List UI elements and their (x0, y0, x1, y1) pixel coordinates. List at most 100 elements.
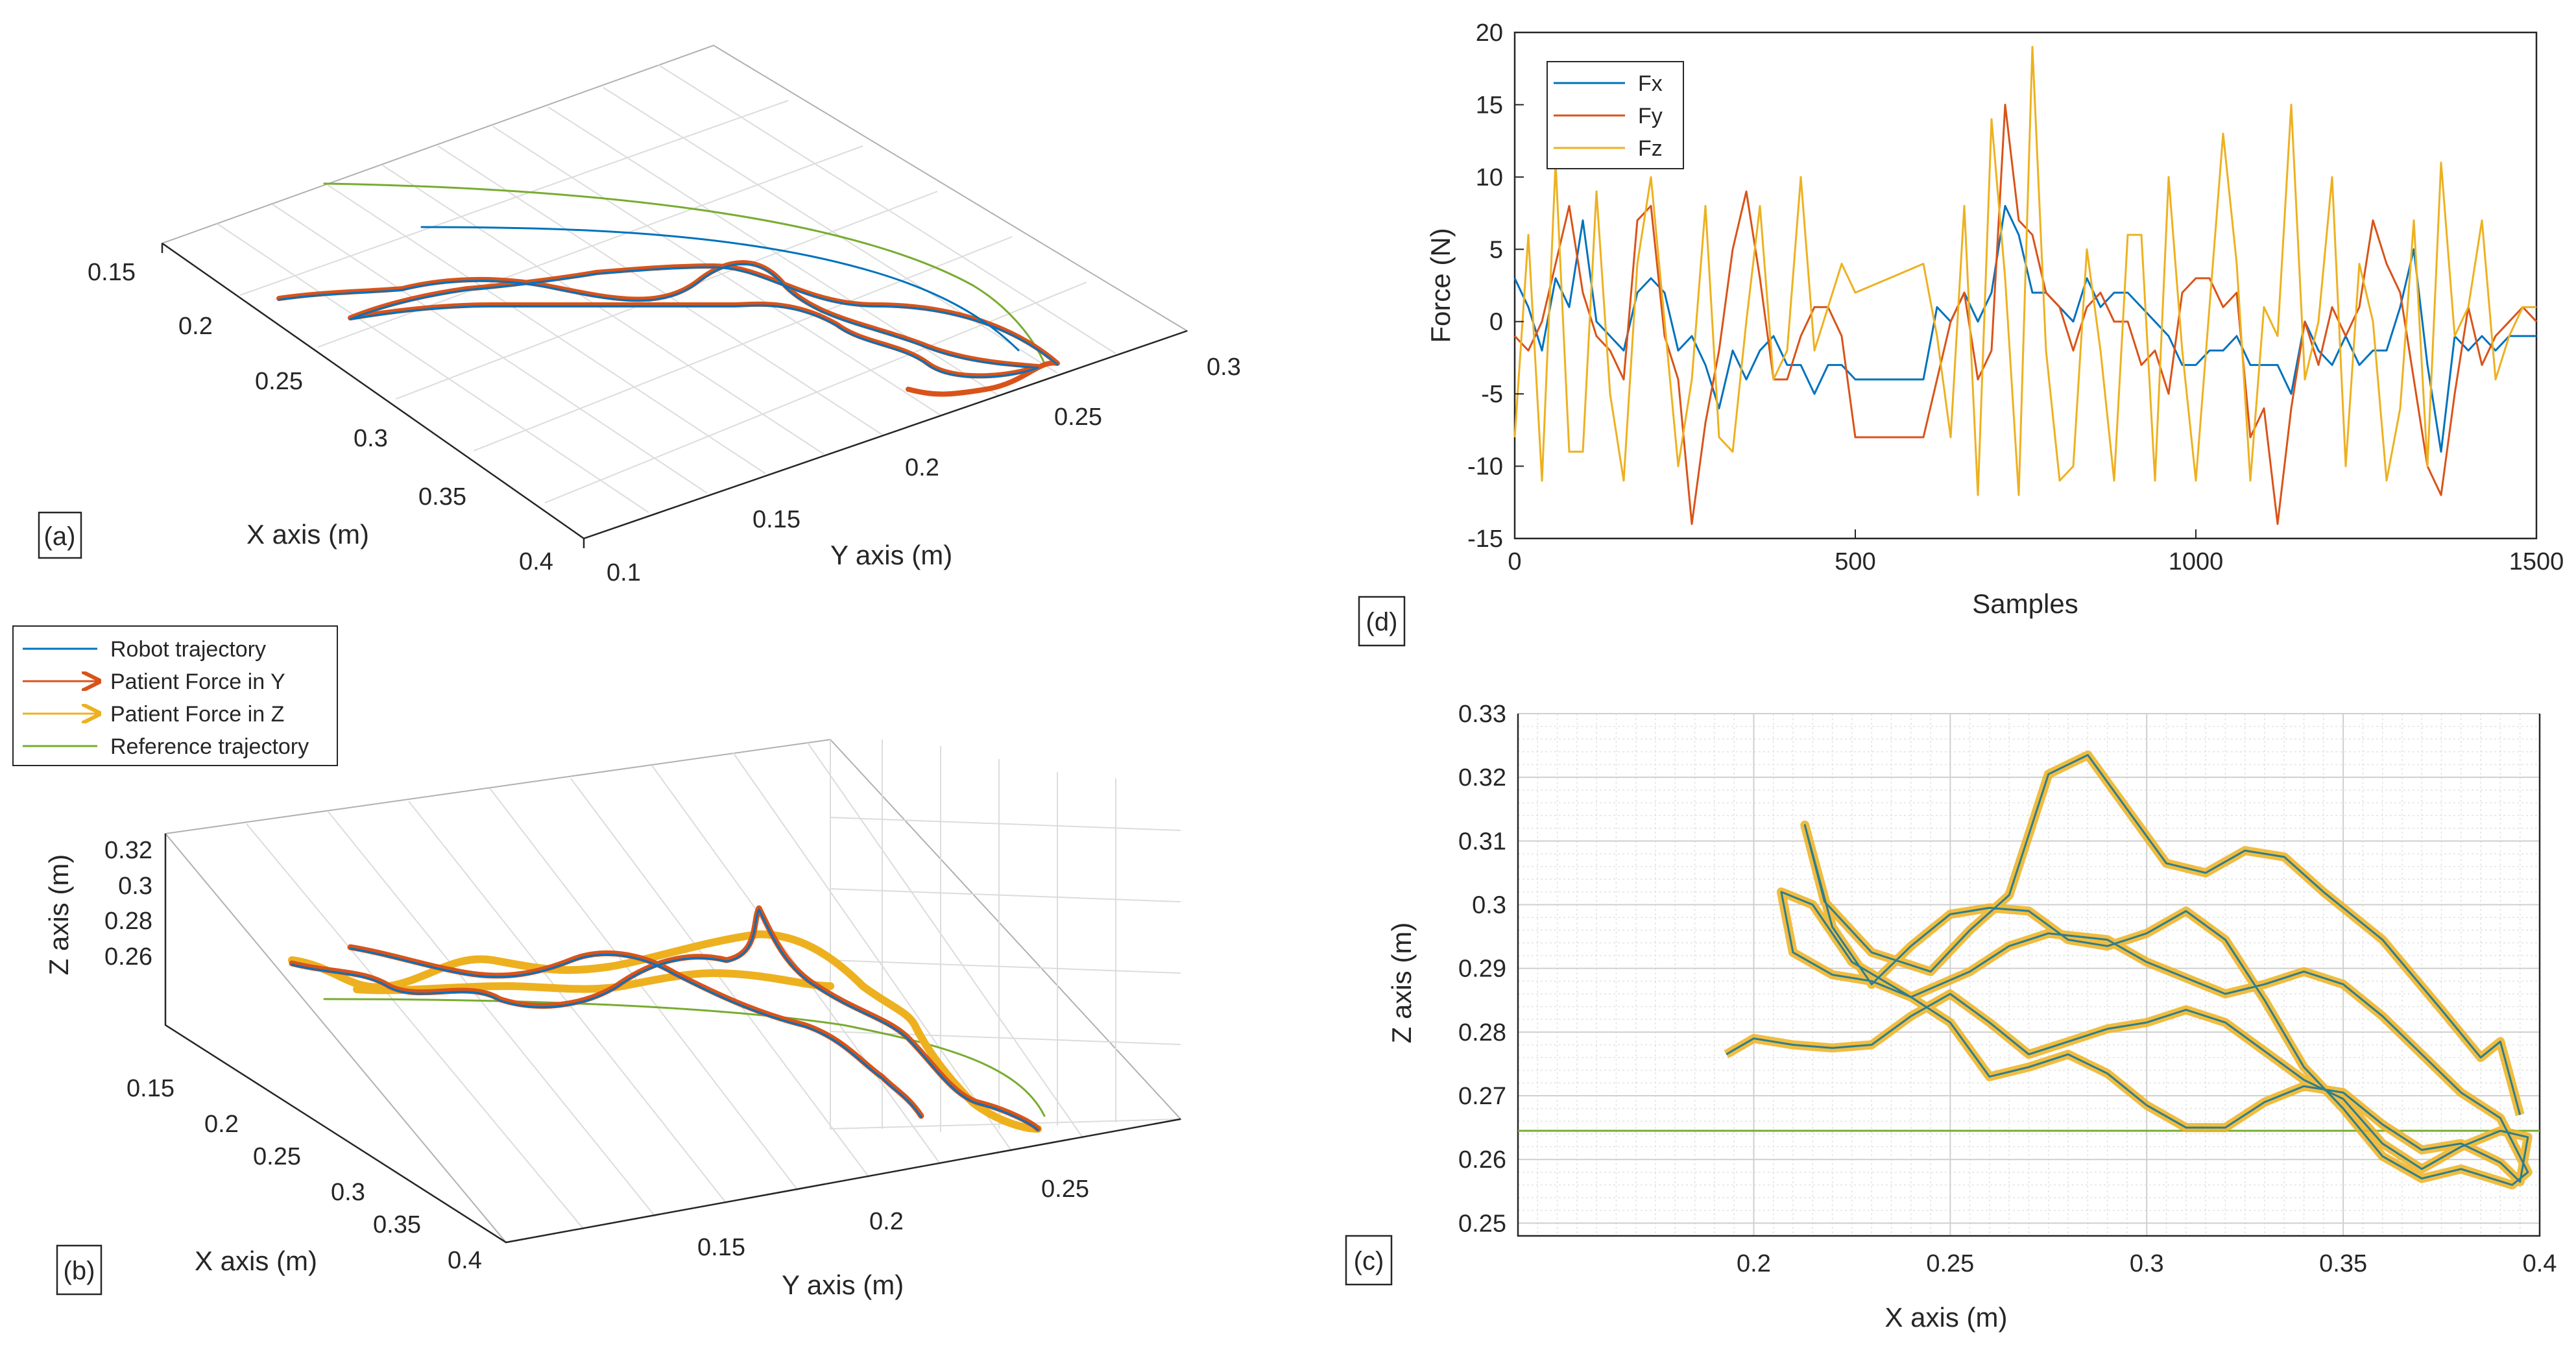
panel-c-series (1518, 750, 2540, 1190)
legend-fx-label: Fx (1638, 71, 1663, 96)
panel-d-y-tick-label: 20 (1476, 19, 1503, 47)
panel-d-y-tick-label: 10 (1476, 164, 1503, 191)
panel-a-robot-trajectory (278, 226, 1059, 378)
panel-b-z-tick-labels: 0.32 0.3 0.28 0.26 (104, 837, 152, 971)
panel-a-y-tick-labels: 0.1 0.15 0.2 0.25 0.3 (607, 354, 1241, 586)
panel-c-y-tick-label: 0.28 (1458, 1019, 1506, 1046)
panel-b-x-tick-labels: 0.15 0.2 0.25 0.3 0.35 0.4 (126, 1075, 482, 1274)
panel-a-x-tick: 0.2 (178, 313, 213, 340)
panel-d-y-tick-label: 5 (1489, 236, 1503, 263)
legend-reference-label: Reference trajectory (110, 734, 309, 759)
panel-a-y-tick: 0.3 (1207, 354, 1241, 381)
panel-c-x-tick-label: 0.25 (1926, 1250, 1974, 1277)
panel-d-series-fy (1513, 103, 2538, 525)
legend-force-z-label: Patient Force in Z (110, 702, 284, 727)
panel-a-x-tick: 0.3 (354, 425, 388, 452)
panel-d-legend: Fx Fy Fz (1547, 61, 1684, 169)
panel-c-x-tick-label: 0.35 (2319, 1250, 2367, 1277)
panel-b: 0.32 0.3 0.28 0.26 Z axis (m) 0.15 0.2 0… (12, 625, 1182, 1300)
panel-d-x-tick-label: 1500 (2509, 548, 2564, 575)
panel-b-y-tick: 0.25 (1041, 1176, 1089, 1203)
panel-c-axes (1517, 714, 2541, 1237)
panel-b-z-tick: 0.3 (118, 873, 152, 900)
panel-a-reference-trajectory (323, 182, 1046, 365)
panel-b-robot-trajectory (291, 908, 1039, 1131)
panel-c-ticks: 0.2 0.25 0.3 0.35 0.4 0.25 0.26 0.27 0.28 0.29 0.3… (1458, 701, 2557, 1277)
panel-a-x-tick: 0.4 (519, 548, 553, 575)
panel-c-y-tick-label: 0.33 (1458, 701, 1506, 728)
panel-b-x-tick: 0.15 (126, 1075, 175, 1102)
panel-d-tag: (d) (1358, 596, 1406, 647)
panel-d-y-tick-label: -10 (1467, 453, 1503, 481)
panel-d-y-tick-label: 0 (1489, 309, 1503, 336)
panel-c-y-label: Z axis (m) (1386, 923, 1417, 1044)
panel-b-y-tick: 0.15 (697, 1234, 745, 1261)
panel-a: 0.15 0.2 0.25 0.3 0.35 0.4 0.1 0.15 0.2 … (38, 44, 1241, 586)
panel-c-x-tick-label: 0.3 (2130, 1250, 2164, 1277)
panel-c-y-tick-label: 0.25 (1458, 1210, 1506, 1237)
panel-b-y-label: Y axis (m) (782, 1270, 904, 1300)
panel-b-tag-label: (b) (64, 1257, 95, 1285)
panel-b-x-label: X axis (m) (195, 1246, 317, 1276)
panel-d-x-tick-label: 1000 (2169, 548, 2224, 575)
panel-a-y-tick: 0.2 (905, 454, 939, 481)
panel-b-grid (164, 738, 1182, 1244)
panel-a-force-y (276, 260, 1060, 397)
panel-a-axes (161, 242, 1188, 548)
panel-d-series (1513, 45, 2538, 525)
panel-c-y-tick-label: 0.31 (1458, 828, 1506, 855)
panel-d-x-label: Samples (1972, 588, 2078, 619)
panel-a-tag: (a) (38, 511, 82, 559)
panel-b-z-tick: 0.28 (104, 908, 152, 935)
panel-a-x-label: X axis (m) (247, 519, 369, 549)
panel-b-z-tick: 0.32 (104, 837, 152, 864)
panel-d-y-tick-label: -15 (1467, 525, 1503, 553)
panel-c-y-tick-label: 0.26 (1458, 1146, 1506, 1174)
panel-b-legend: Robot trajectory Patient Force in Y Pati… (12, 625, 338, 766)
panel-c-plot-area (1517, 713, 2541, 1237)
panel-c-x-tick-label: 0.2 (1737, 1250, 1771, 1277)
legend-robot-label: Robot trajectory (110, 637, 266, 662)
panel-b-axes (164, 834, 1181, 1244)
panel-d-tag-label: (d) (1366, 608, 1398, 636)
panel-a-x-tick: 0.15 (88, 259, 136, 286)
panel-b-x-tick: 0.4 (448, 1247, 482, 1274)
panel-b-x-tick: 0.25 (253, 1143, 301, 1170)
panel-d: 0 500 1000 1500 -15 -10 -5 0 5 10 15 20 Samples For… (1358, 19, 2564, 647)
panel-a-tag-label: (a) (44, 522, 76, 551)
panel-c-y-tick-label: 0.3 (1472, 892, 1506, 919)
panel-b-z-label: Z axis (m) (43, 854, 74, 976)
panel-b-reference-trajectory (323, 998, 1046, 1117)
panel-c-y-tick-label: 0.29 (1458, 956, 1506, 983)
panel-c-y-tick-label: 0.32 (1458, 764, 1506, 791)
panel-c-tag-label: (c) (1354, 1247, 1384, 1275)
panel-b-x-tick: 0.2 (204, 1111, 239, 1138)
panel-b-z-tick: 0.26 (104, 943, 152, 971)
panel-a-y-tick: 0.25 (1054, 404, 1102, 431)
panel-d-x-tick-label: 500 (1835, 548, 1875, 575)
legend-fz-label: Fz (1638, 136, 1663, 161)
panel-b-x-tick: 0.35 (373, 1211, 421, 1238)
panel-c-tag: (c) (1345, 1235, 1393, 1286)
panel-d-y-tick-label: 15 (1476, 91, 1503, 119)
legend-fy-label: Fy (1638, 104, 1663, 128)
panel-a-y-tick: 0.15 (752, 506, 800, 533)
panel-c-x-label: X axis (m) (1885, 1302, 2008, 1333)
legend-force-y-label: Patient Force in Y (110, 670, 285, 694)
panel-b-y-tick: 0.2 (869, 1208, 904, 1235)
panel-b-y-tick-labels: 0.15 0.2 0.25 (697, 1176, 1089, 1261)
panel-d-ticks: 0 500 1000 1500 -15 -10 -5 0 5 10 15 20 (1467, 19, 2564, 575)
panel-d-series-fz (1513, 45, 2536, 496)
panel-b-force-y (289, 905, 1041, 1132)
panel-b-x-tick: 0.3 (331, 1179, 365, 1206)
panel-c: 0.2 0.25 0.3 0.35 0.4 0.25 0.26 0.27 0.28 0.29 0.3… (1345, 701, 2557, 1333)
panel-a-traces (276, 182, 1060, 397)
panel-c-x-tick-label: 0.4 (2523, 1250, 2557, 1277)
panel-a-y-label: Y axis (m) (830, 540, 952, 570)
panel-c-y-tick-label: 0.27 (1458, 1083, 1506, 1110)
panel-d-y-label: Force (N) (1425, 228, 1456, 343)
panel-d-x-tick-label: 0 (1508, 548, 1521, 575)
panel-a-x-tick: 0.25 (255, 368, 303, 395)
panel-b-tag: (b) (56, 1244, 102, 1296)
